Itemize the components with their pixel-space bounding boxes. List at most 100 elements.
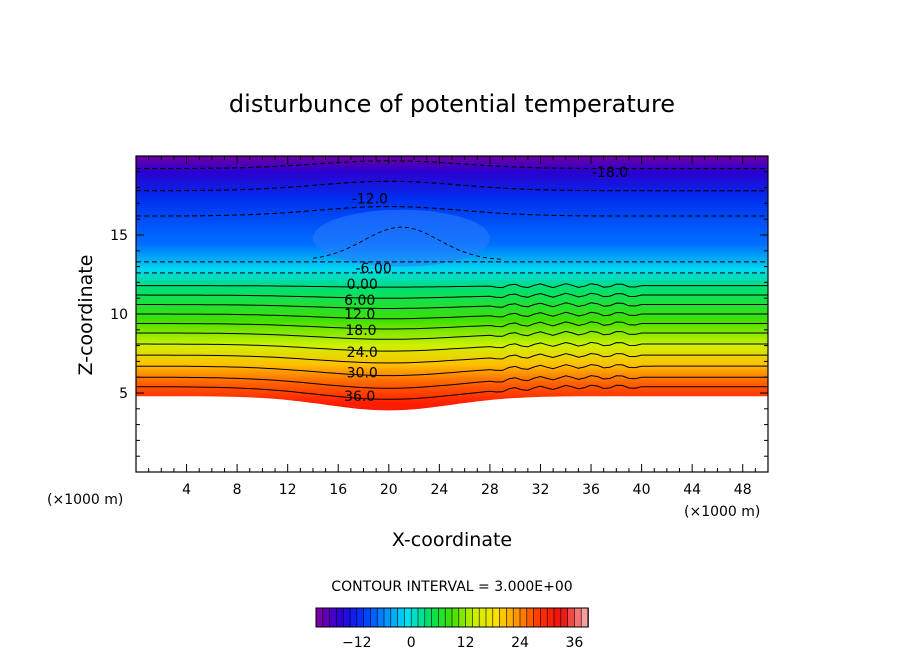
y-axis-ticks: 5 10 15 xyxy=(110,171,768,457)
colorbar-cell xyxy=(431,607,440,628)
x-tick-label: 40 xyxy=(633,482,651,498)
colorbar-cell xyxy=(383,607,392,628)
x-unit-label: (×1000 m) xyxy=(684,504,760,520)
colorbar-cell xyxy=(574,607,583,628)
contour-line xyxy=(136,206,768,217)
contour-label: 30.0 xyxy=(347,365,378,381)
contour-line xyxy=(136,302,768,309)
colorbar-cell xyxy=(499,607,508,628)
chart-title: disturbunce of potential temperature xyxy=(229,90,675,118)
x-tick-label: 28 xyxy=(481,482,499,498)
y-tick-label: 15 xyxy=(110,228,128,244)
colorbar-cell xyxy=(451,607,460,628)
colorbar-cell xyxy=(376,607,385,628)
colorbar-cell xyxy=(540,607,549,628)
colorbar-cell xyxy=(526,607,535,628)
contour-label: -18.0 xyxy=(592,165,628,181)
colorbar-tick-label: −12 xyxy=(342,635,372,651)
contour-line xyxy=(136,384,768,400)
y-tick-label: 10 xyxy=(110,307,128,323)
colorbar-cell xyxy=(472,607,480,628)
colorbar-cell xyxy=(458,607,467,628)
colorbar-cell xyxy=(506,607,514,628)
contour-line xyxy=(136,330,768,340)
x-axis-label: X-coordinate xyxy=(392,529,512,551)
ground-area xyxy=(136,396,768,472)
contour-label: -6.00 xyxy=(356,261,392,277)
contour-line xyxy=(136,352,768,364)
contour-line xyxy=(136,311,768,320)
colorbar-cell xyxy=(417,607,426,628)
x-tick-label: 16 xyxy=(329,482,347,498)
contour-label: -12.0 xyxy=(352,192,388,208)
contour-line xyxy=(136,283,768,289)
colorbar-cell xyxy=(356,607,365,628)
colorbar-cell xyxy=(519,607,528,628)
x-tick-label: 24 xyxy=(430,482,448,498)
x-tick-label: 32 xyxy=(532,482,550,498)
colorbar-cell xyxy=(533,607,542,628)
colorbar-cell xyxy=(329,607,338,628)
colorbar-cell xyxy=(546,607,555,628)
colorbar xyxy=(315,607,589,628)
colorbar-cell xyxy=(478,607,487,628)
contour-line xyxy=(136,364,768,377)
contour-label: 12.0 xyxy=(344,307,375,323)
contour-line xyxy=(136,321,768,330)
contour-line xyxy=(312,226,503,260)
contour-label: 24.0 xyxy=(347,345,378,361)
colorbar-cell xyxy=(363,607,372,628)
colorbar-tick-label: 0 xyxy=(407,635,416,651)
colorbar-tick-label: 36 xyxy=(565,635,583,651)
colorbar-tick-label: 12 xyxy=(457,635,475,651)
y-unit-label: (×1000 m) xyxy=(47,492,123,508)
colorbar-cell xyxy=(580,607,589,628)
colorbar-cell xyxy=(424,607,433,628)
contour-line xyxy=(136,160,768,170)
colorbar-cell xyxy=(370,607,378,628)
x-tick-label: 36 xyxy=(582,482,600,498)
colorbar-cell xyxy=(336,607,344,628)
colorbar-cell xyxy=(465,607,474,628)
colorbar-cell xyxy=(512,607,521,628)
x-tick-label: 12 xyxy=(279,482,297,498)
colorbar-cell xyxy=(397,607,406,628)
colorbar-cell xyxy=(492,607,501,628)
contour-label: 18.0 xyxy=(345,323,376,339)
x-tick-label: 48 xyxy=(734,482,752,498)
x-tick-label: 20 xyxy=(380,482,398,498)
colorbar-cell xyxy=(438,607,446,628)
contour-interval-text: CONTOUR INTERVAL = 3.000E+00 xyxy=(331,579,572,595)
x-tick-label: 44 xyxy=(683,482,701,498)
colorbar-cell xyxy=(410,607,419,628)
colorbar-cell xyxy=(322,607,331,628)
colorbar-cell xyxy=(567,607,576,628)
contour-line xyxy=(136,292,768,299)
colorbar-cell xyxy=(560,607,569,628)
contour-line xyxy=(136,180,768,192)
colorbar-cell xyxy=(315,607,324,628)
colorbar-cell xyxy=(349,607,358,628)
colorbar-frame xyxy=(315,607,589,628)
colorbar-cell xyxy=(485,607,494,628)
x-axis-ticks: 4 8 12 16 20 24 28 32 36 40 44 48 xyxy=(148,156,756,498)
x-tick-label: 8 xyxy=(233,482,242,498)
field-bump xyxy=(312,209,490,267)
colorbar-cell xyxy=(553,607,562,628)
y-tick-label: 5 xyxy=(119,386,128,402)
colorbar-tick-labels: −12 0 12 24 36 xyxy=(342,635,583,651)
contour-label: 36.0 xyxy=(344,389,375,405)
colorbar-tick-label: 24 xyxy=(511,635,529,651)
y-axis-label: Z-coordinate xyxy=(75,255,97,376)
contour-line xyxy=(136,341,768,352)
contour-label: 6.00 xyxy=(344,293,375,309)
contour-line xyxy=(136,375,768,389)
contour-label: 0.00 xyxy=(347,277,378,293)
colorbar-cell xyxy=(444,607,453,628)
colorbar-cell xyxy=(404,607,412,628)
contour-lines xyxy=(136,160,768,400)
x-tick-label: 4 xyxy=(182,482,191,498)
colorbar-cell xyxy=(342,607,351,628)
